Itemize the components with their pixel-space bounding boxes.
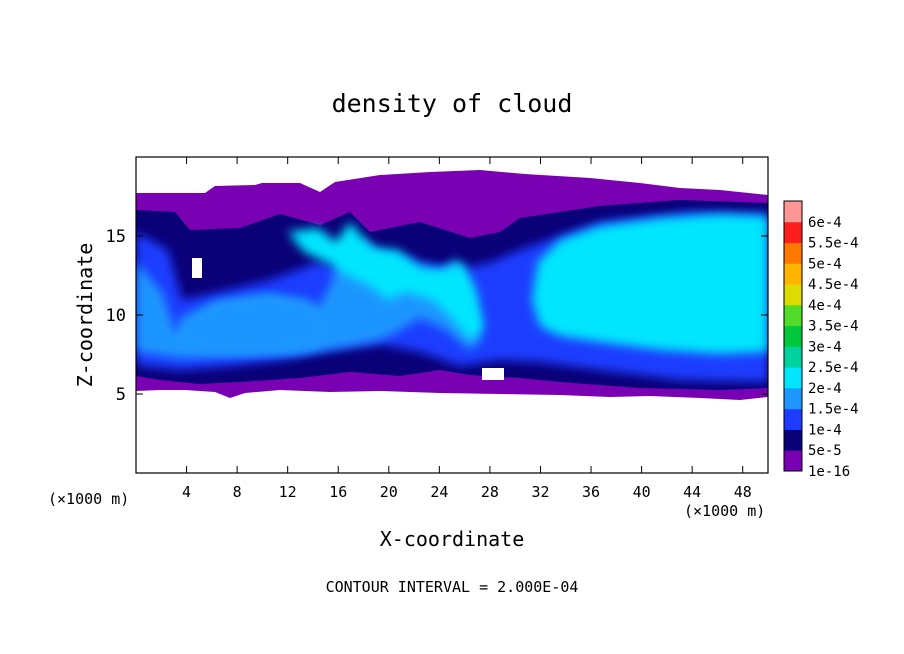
x-tick-label: 36 bbox=[582, 483, 600, 501]
colorbar-swatch bbox=[784, 201, 802, 223]
x-tick-label: 40 bbox=[633, 483, 651, 501]
x-tick-label: 16 bbox=[329, 483, 347, 501]
colorbar-label: 1e-16 bbox=[808, 464, 850, 480]
colorbar-label: 5e-5 bbox=[808, 443, 842, 459]
colorbar-label: 2.5e-4 bbox=[808, 360, 859, 376]
y-axis-label: Z-coordinate bbox=[73, 243, 97, 388]
x-axis-label: X-coordinate bbox=[380, 527, 525, 551]
colorbar-swatch bbox=[784, 346, 802, 368]
plot-area bbox=[136, 157, 768, 473]
cloud-lower-left-lobe bbox=[176, 294, 326, 354]
colorbar-swatch bbox=[784, 221, 802, 244]
colorbar-label: 2e-4 bbox=[808, 381, 842, 397]
cloud-gap-left bbox=[192, 258, 202, 278]
colorbar-swatch bbox=[784, 263, 802, 285]
colorbar-swatch bbox=[784, 325, 802, 347]
colorbar-swatch bbox=[784, 367, 802, 389]
colorbar-swatch bbox=[784, 284, 802, 306]
x-tick-label: 28 bbox=[481, 483, 499, 501]
x-tick-label: 24 bbox=[430, 483, 448, 501]
y-tick-label: 10 bbox=[106, 306, 126, 326]
colorbar-label: 4.5e-4 bbox=[808, 277, 859, 293]
x-tick-label: 32 bbox=[531, 483, 549, 501]
x-axis-ticks: 4 8 12 16 20 24 28 32 36 40 44 48 bbox=[182, 157, 752, 501]
colorbar-label: 3.5e-4 bbox=[808, 319, 859, 335]
x-tick-label: 48 bbox=[734, 483, 752, 501]
colorbar-label: 3e-4 bbox=[808, 339, 842, 355]
cloud-cyan-core-right bbox=[532, 214, 768, 354]
colorbar-label: 5.5e-4 bbox=[808, 236, 859, 252]
colorbar-label: 1e-4 bbox=[808, 422, 842, 438]
colorbar-swatch bbox=[784, 429, 802, 451]
y-tick-label: 5 bbox=[116, 385, 126, 405]
colorbar: 1e-16 5e-5 1e-4 1.5e-4 2e-4 2.5e-4 3e-4 3.5e-4 4… bbox=[783, 200, 859, 480]
x-unit-right: (×1000 m) bbox=[684, 502, 765, 520]
colorbar-label: 5e-4 bbox=[808, 256, 842, 272]
x-tick-label: 8 bbox=[233, 483, 242, 501]
chart-title: density of cloud bbox=[332, 89, 573, 118]
colorbar-swatch bbox=[784, 304, 802, 327]
colorbar-swatch bbox=[784, 387, 802, 410]
x-tick-label: 44 bbox=[683, 483, 701, 501]
y-axis-ticks: 5 10 15 bbox=[106, 227, 768, 405]
colorbar-label: 4e-4 bbox=[808, 298, 842, 314]
colorbar-swatch bbox=[784, 408, 802, 430]
y-tick-label: 15 bbox=[106, 227, 126, 247]
x-unit-left: (×1000 m) bbox=[48, 490, 129, 508]
x-tick-label: 4 bbox=[182, 483, 191, 501]
x-tick-label: 20 bbox=[380, 483, 398, 501]
cloud-gap-bottom bbox=[482, 368, 504, 380]
cloud-cyan-core-left bbox=[288, 222, 484, 340]
colorbar-label: 1.5e-4 bbox=[808, 402, 859, 418]
contour-interval-note: CONTOUR INTERVAL = 2.000E-04 bbox=[326, 578, 579, 596]
colorbar-swatch bbox=[784, 450, 802, 472]
x-tick-label: 12 bbox=[279, 483, 297, 501]
cloud-field bbox=[136, 170, 768, 400]
colorbar-frame bbox=[783, 200, 803, 472]
colorbar-swatch bbox=[784, 242, 802, 264]
colorbar-label: 6e-4 bbox=[808, 215, 842, 231]
